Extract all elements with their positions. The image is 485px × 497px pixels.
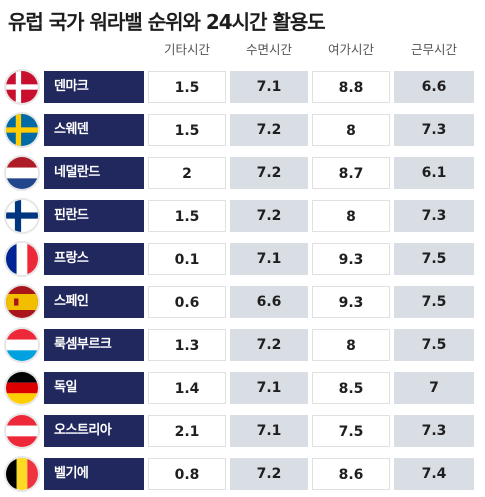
leisure-time-value: 8.7 (312, 157, 390, 189)
country-label: 벨기에 (44, 458, 144, 490)
table-row: 룩셈부르크 1.3 7.2 8 7.5 (0, 325, 485, 365)
table-row: 벨기에 0.8 7.2 8.6 7.4 (0, 454, 485, 494)
table-row: 스웨덴 1.5 7.2 8 7.3 (0, 110, 485, 150)
country-label: 독일 (44, 372, 144, 404)
country-label: 룩셈부르크 (44, 329, 144, 361)
work-time-value: 7.5 (394, 286, 474, 318)
country-label: 프랑스 (44, 243, 144, 275)
other-time-value: 1.3 (148, 329, 226, 361)
page-title: 유럽 국가 워라밸 순위와 24시간 활용도 (8, 10, 326, 34)
other-time-value: 1.5 (148, 200, 226, 232)
work-time-value: 7.3 (394, 114, 474, 146)
sleep-time-value: 7.2 (230, 157, 308, 189)
work-time-value: 7.4 (394, 458, 474, 490)
leisure-time-value: 8.6 (312, 458, 390, 490)
column-header-leisure-time: 여가시간 (327, 42, 374, 57)
sleep-time-value: 7.1 (230, 71, 308, 103)
netherlands-flag-icon (4, 155, 40, 191)
work-time-value: 6.6 (394, 71, 474, 103)
work-time-value: 6.1 (394, 157, 474, 189)
table-row: 독일 1.4 7.1 8.5 7 (0, 368, 485, 408)
work-time-value: 7.3 (394, 415, 474, 447)
other-time-value: 2 (148, 157, 226, 189)
other-time-value: 1.4 (148, 372, 226, 404)
work-time-value: 7.5 (394, 243, 474, 275)
work-time-value: 7 (394, 372, 474, 404)
work-time-value: 7.5 (394, 329, 474, 361)
table-row: 스페인 0.6 6.6 9.3 7.5 (0, 282, 485, 322)
sleep-time-value: 7.1 (230, 243, 308, 275)
sleep-time-value: 7.2 (230, 200, 308, 232)
other-time-value: 1.5 (148, 71, 226, 103)
table-row: 프랑스 0.1 7.1 9.3 7.5 (0, 239, 485, 279)
france-flag-icon (4, 241, 40, 277)
sleep-time-value: 7.1 (230, 415, 308, 447)
leisure-time-value: 8 (312, 329, 390, 361)
table-row: 오스트리아 2.1 7.1 7.5 7.3 (0, 411, 485, 451)
germany-flag-icon (4, 370, 40, 406)
sweden-flag-icon (4, 112, 40, 148)
other-time-value: 0.8 (148, 458, 226, 490)
sleep-time-value: 6.6 (230, 286, 308, 318)
luxembourg-flag-icon (4, 327, 40, 363)
belgium-flag-icon (4, 456, 40, 492)
leisure-time-value: 8 (312, 114, 390, 146)
other-time-value: 0.1 (148, 243, 226, 275)
other-time-value: 1.5 (148, 114, 226, 146)
sleep-time-value: 7.2 (230, 114, 308, 146)
work-time-value: 7.3 (394, 200, 474, 232)
leisure-time-value: 9.3 (312, 286, 390, 318)
column-header-sleep-time: 수면시간 (245, 42, 292, 57)
table-row: 덴마크 1.5 7.1 8.8 6.6 (0, 67, 485, 107)
column-header-work-time: 근무시간 (410, 42, 457, 57)
country-label: 스웨덴 (44, 114, 144, 146)
other-time-value: 2.1 (148, 415, 226, 447)
country-label: 네덜란드 (44, 157, 144, 189)
other-time-value: 0.6 (148, 286, 226, 318)
leisure-time-value: 9.3 (312, 243, 390, 275)
country-label: 스페인 (44, 286, 144, 318)
sleep-time-value: 7.2 (230, 458, 308, 490)
austria-flag-icon (4, 413, 40, 449)
leisure-time-value: 8.5 (312, 372, 390, 404)
leisure-time-value: 8.8 (312, 71, 390, 103)
leisure-time-value: 7.5 (312, 415, 390, 447)
country-label: 핀란드 (44, 200, 144, 232)
table-row: 네덜란드 2 7.2 8.7 6.1 (0, 153, 485, 193)
country-label: 오스트리아 (44, 415, 144, 447)
column-header-row: 기타시간 수면시간 여가시간 근무시간 (0, 37, 485, 63)
country-label: 덴마크 (44, 71, 144, 103)
column-header-other-time: 기타시간 (163, 42, 210, 57)
leisure-time-value: 8 (312, 200, 390, 232)
finland-flag-icon (4, 198, 40, 234)
spain-flag-icon (4, 284, 40, 320)
denmark-flag-icon (4, 69, 40, 105)
table-row: 핀란드 1.5 7.2 8 7.3 (0, 196, 485, 236)
sleep-time-value: 7.2 (230, 329, 308, 361)
sleep-time-value: 7.1 (230, 372, 308, 404)
